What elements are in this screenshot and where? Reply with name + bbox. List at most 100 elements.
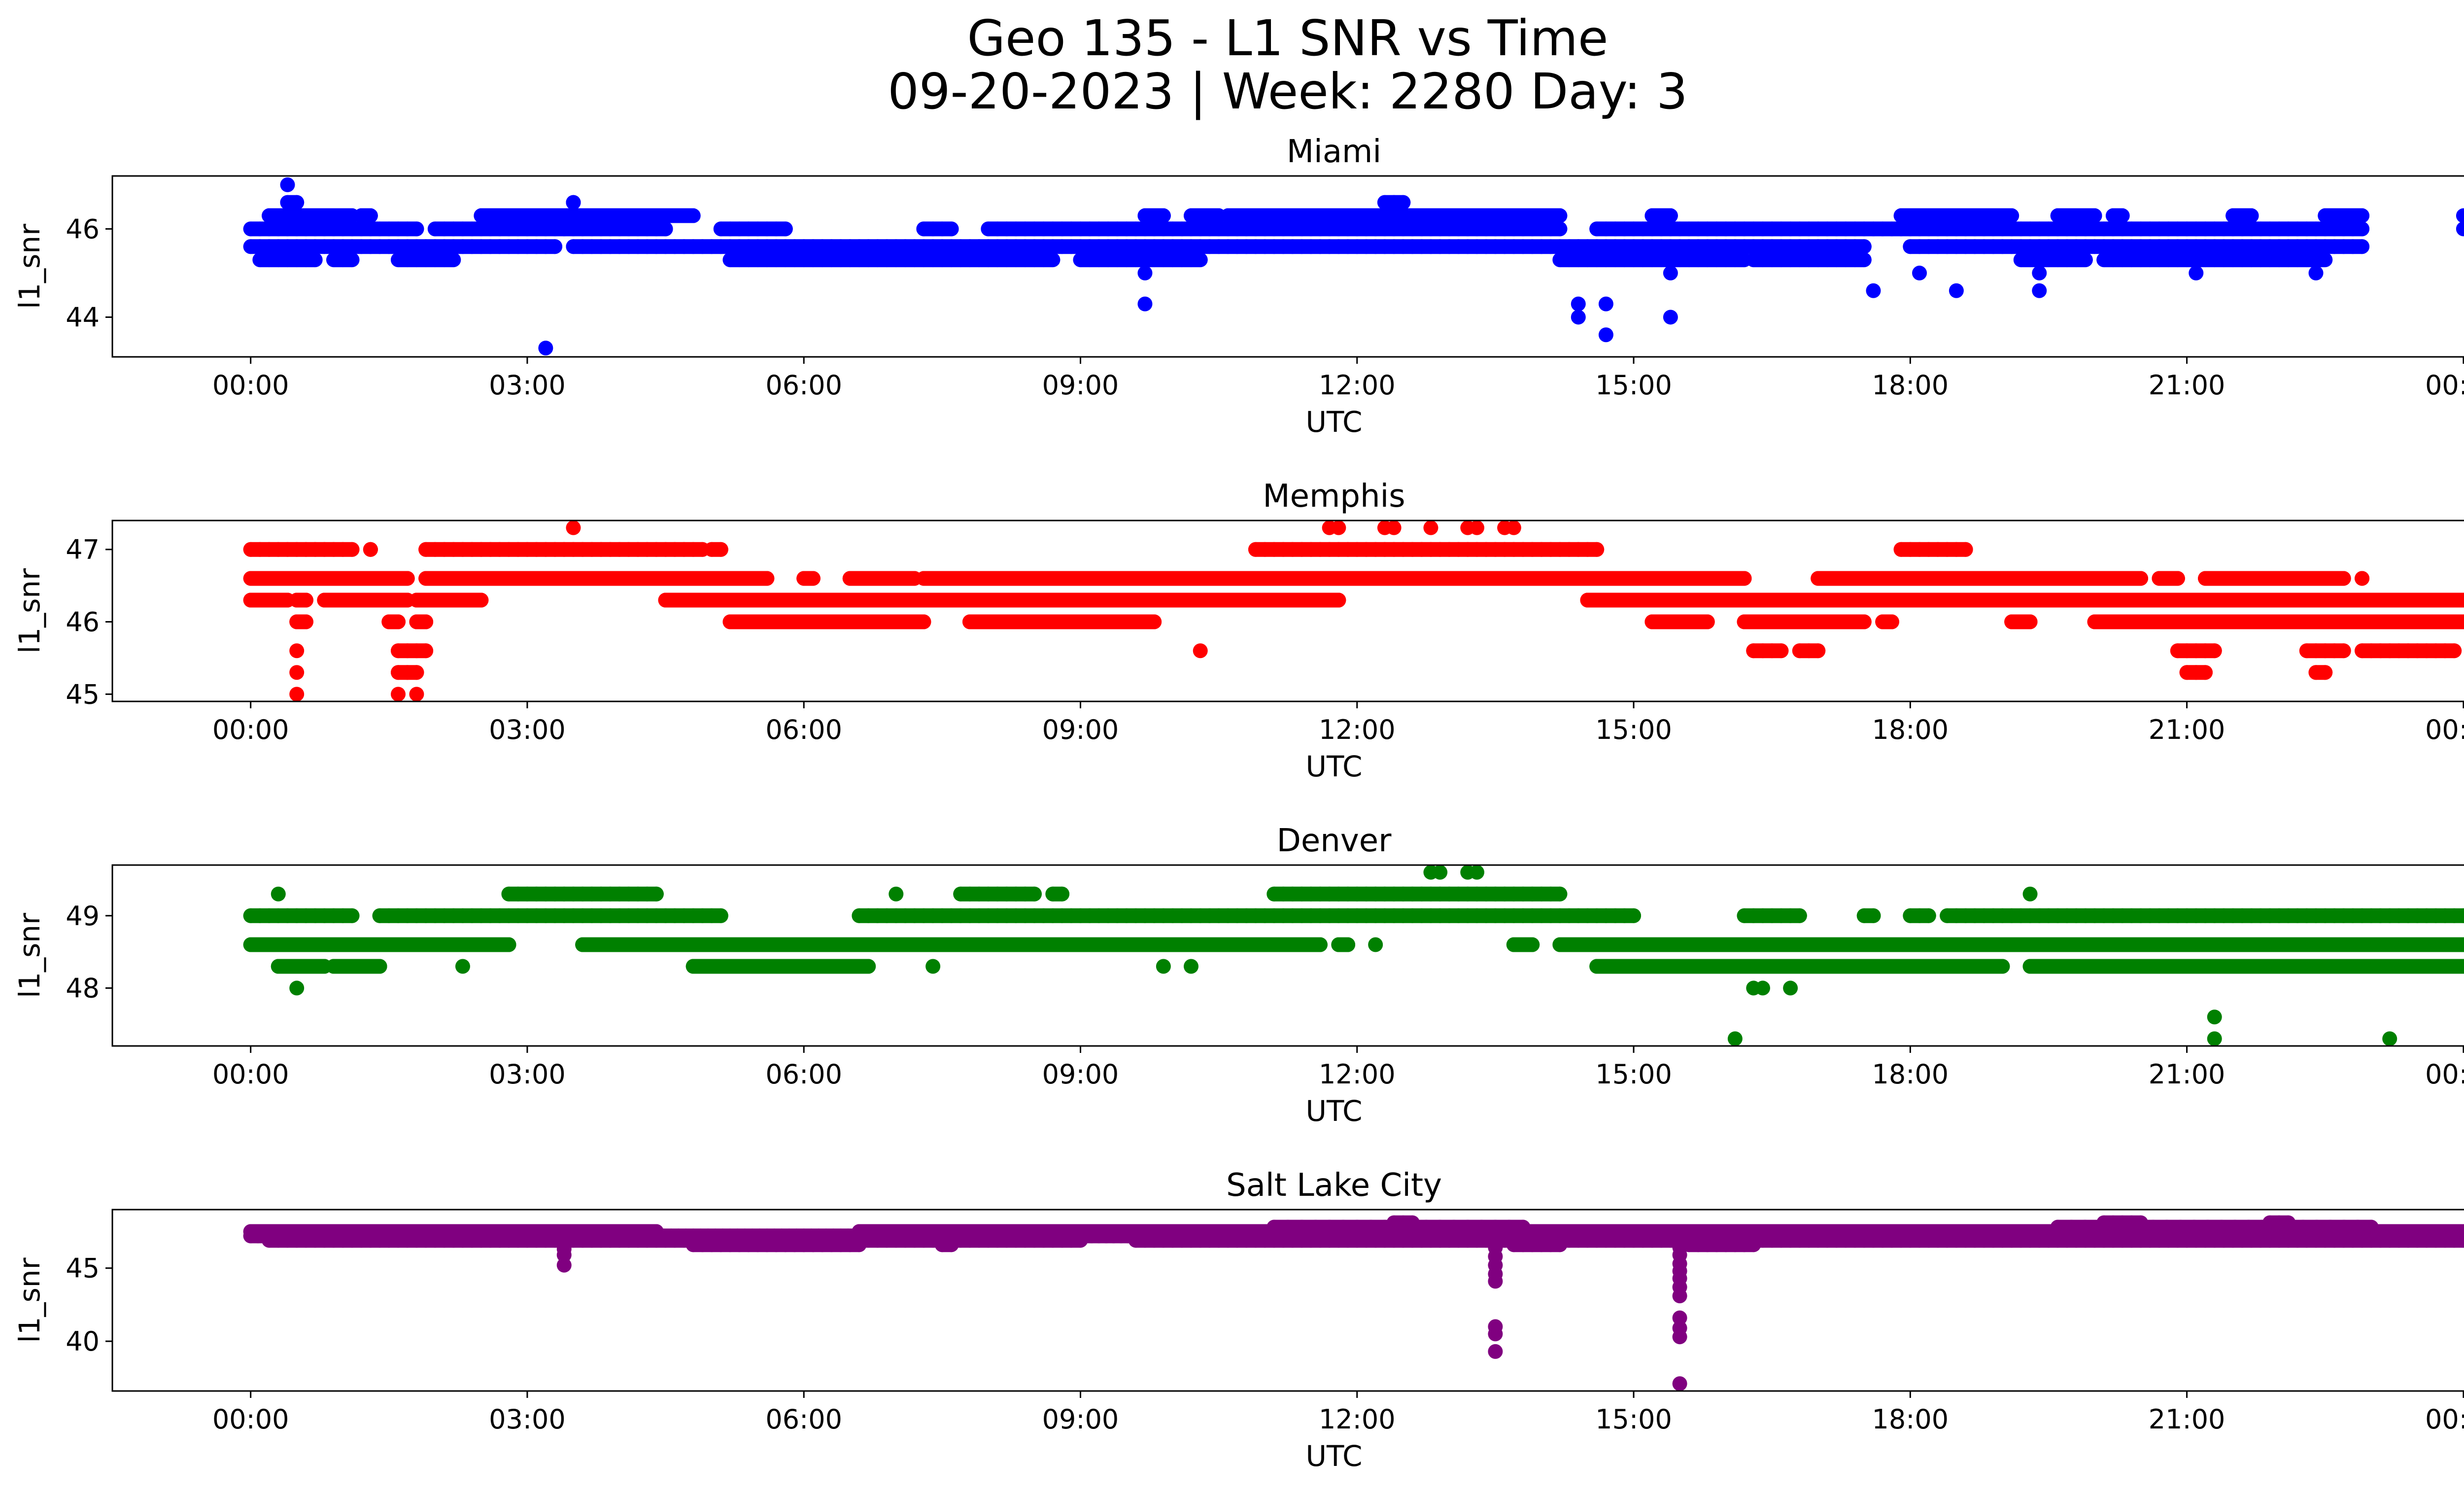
- panel-title: Salt Lake City: [1226, 1167, 1442, 1204]
- data-point: [2064, 1219, 2079, 1235]
- data-point: [298, 614, 313, 629]
- data-point: [2087, 208, 2102, 223]
- data-point: [1598, 327, 1613, 343]
- data-point: [1663, 310, 1678, 325]
- data-point: [2198, 665, 2213, 680]
- x-tick-label: 09:00: [1042, 1404, 1119, 1435]
- plot-frame: [111, 1209, 2464, 1392]
- data-point: [289, 980, 305, 996]
- data-point: [2456, 592, 2464, 608]
- panel-1-marks: [243, 521, 2464, 701]
- data-point: [1340, 937, 1356, 952]
- x-axis-label: UTC: [1306, 1439, 1363, 1473]
- x-tick-label: 09:00: [1042, 370, 1119, 401]
- data-point: [2241, 1219, 2256, 1235]
- x-tick-label: 12:00: [1319, 370, 1396, 401]
- data-point: [1386, 521, 1402, 535]
- x-tick-label: 21:00: [2149, 1404, 2225, 1435]
- data-point: [538, 341, 553, 356]
- data-point: [1193, 643, 1208, 659]
- data-point: [2363, 1219, 2379, 1235]
- data-point: [2447, 643, 2462, 659]
- x-axis-label: UTC: [1306, 750, 1363, 783]
- data-point: [308, 252, 323, 268]
- data-point: [1156, 959, 1171, 974]
- data-point: [1811, 643, 1826, 659]
- x-tick-label: 12:00: [1319, 1059, 1396, 1090]
- y-tick-label: 46: [66, 607, 100, 638]
- data-point: [1156, 208, 1171, 223]
- data-point: [2323, 1219, 2338, 1235]
- x-tick-label: 21:00: [2149, 1059, 2225, 1090]
- data-point: [1433, 1219, 1448, 1235]
- data-point: [418, 614, 434, 629]
- panel-title: Miami: [1287, 134, 1381, 170]
- data-point: [925, 959, 941, 974]
- x-tick-label: 09:00: [1042, 714, 1119, 745]
- plot-frame: [111, 175, 2464, 358]
- data-point: [2355, 208, 2370, 223]
- x-axis-label: UTC: [1306, 405, 1363, 439]
- data-point: [1663, 208, 1678, 223]
- data-point: [1921, 908, 1936, 923]
- data-point: [1147, 614, 1162, 629]
- x-tick-label: 03:00: [489, 1059, 566, 1090]
- data-point: [2355, 239, 2370, 254]
- data-point: [2456, 208, 2464, 223]
- data-point: [1335, 1219, 1351, 1235]
- data-point: [861, 959, 876, 974]
- x-tick-label: 06:00: [765, 714, 842, 745]
- data-point: [1552, 221, 1568, 237]
- x-tick-label: 09:00: [1042, 1059, 1119, 1090]
- x-tick-label: 18:00: [1872, 370, 1949, 401]
- data-point: [1672, 1376, 1687, 1391]
- data-point: [2308, 265, 2324, 280]
- data-point: [1312, 937, 1328, 952]
- data-point: [2022, 886, 2038, 902]
- data-point: [556, 1257, 572, 1273]
- y-axis-label: l1_snr: [13, 913, 46, 998]
- data-point: [1470, 521, 1484, 535]
- data-point: [2050, 1219, 2065, 1235]
- data-point: [1137, 265, 1153, 280]
- data-point: [1866, 908, 1881, 923]
- data-point: [1672, 1288, 1687, 1304]
- data-point: [1488, 1274, 1503, 1289]
- y-tick-label: 44: [66, 302, 100, 333]
- panel-title: Denver: [1277, 823, 1392, 859]
- data-point: [713, 908, 728, 923]
- panel-0: 00:00 03:00 06:00 09:00 12:00 15:00 18:00 21:00…: [13, 134, 2464, 439]
- data-point: [344, 252, 360, 268]
- data-point: [805, 571, 821, 586]
- data-point: [778, 221, 793, 237]
- data-point: [1368, 937, 1383, 952]
- data-point: [889, 886, 904, 902]
- x-tick-label: 12:00: [1319, 1404, 1396, 1435]
- x-tick-label: 12:00: [1319, 714, 1396, 745]
- data-point: [289, 195, 305, 210]
- data-point: [944, 1237, 959, 1252]
- data-point: [372, 959, 387, 974]
- data-point: [271, 886, 286, 902]
- data-point: [1349, 1219, 1365, 1235]
- data-point: [289, 687, 305, 701]
- panel-1: 00:00 03:00 06:00 09:00 12:00 15:00 18:00 21:00…: [13, 478, 2464, 783]
- panel-0-marks: [243, 177, 2464, 356]
- data-point: [566, 195, 581, 210]
- data-point: [1419, 1219, 1434, 1235]
- data-point: [1774, 643, 1789, 659]
- data-point: [474, 592, 489, 608]
- data-point: [390, 687, 406, 701]
- x-tick-label: 00:00: [212, 1059, 289, 1090]
- data-point: [1474, 1219, 1489, 1235]
- data-point: [1045, 252, 1061, 268]
- data-point: [1055, 886, 1070, 902]
- data-point: [2004, 208, 2019, 223]
- data-point: [1193, 252, 1208, 268]
- data-point: [2200, 1219, 2215, 1235]
- figure-title-line-2: 09-20-2023 | Week: 2280 Day: 3: [888, 63, 1687, 120]
- data-point: [455, 959, 470, 974]
- data-point: [1488, 1219, 1503, 1235]
- data-point: [2078, 1219, 2093, 1235]
- data-point: [1727, 1031, 1743, 1046]
